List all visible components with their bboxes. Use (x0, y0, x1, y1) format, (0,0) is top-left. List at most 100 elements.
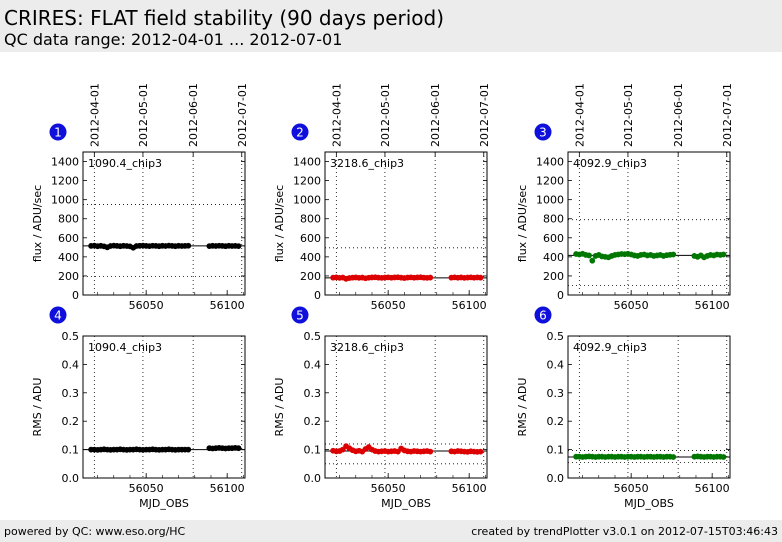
panel-5-ytick-label: 0.3 (304, 387, 322, 400)
panel-6-xlabel: MJD_OBS (624, 497, 674, 510)
panel-1-chip-label: 1090.4_chip3 (88, 157, 162, 170)
panel-5-xtick-label: 56100 (452, 482, 487, 495)
panel-4-frame (82, 335, 246, 479)
panel-1-number-label: 1 (54, 126, 62, 140)
panel-5-frame (324, 335, 488, 479)
panel-4-xlabel: MJD_OBS (139, 497, 189, 510)
panel-6-number-badge (534, 306, 552, 324)
panel-4-xtick-label: 56100 (210, 482, 245, 495)
panel-2-ytick-label: 0 (314, 289, 321, 302)
panel-5-data-point (477, 448, 484, 455)
panel-3-number-badge (534, 123, 552, 141)
panel-1-number-badge (49, 123, 67, 141)
panel-2-ytick-label: 1000 (293, 194, 321, 207)
panel-4-ytick-label: 0.1 (62, 444, 80, 457)
page-subtitle: QC data range: 2012-04-01 ... 2012-07-01 (4, 30, 343, 49)
panel-2-data-point (427, 274, 434, 281)
panel-6-ytick-label: 0.4 (547, 358, 565, 371)
panel-5-ytick-label: 0.4 (304, 358, 322, 371)
panel-3-frame (567, 151, 731, 296)
panel-4-data-point (235, 445, 242, 452)
report-footer: powered by QC: www.eso.org/HC created by… (0, 520, 782, 542)
panel-1-date-tick-label: 2012-05-01 (137, 83, 150, 147)
page-title: CRIRES: FLAT field stability (90 days pe… (4, 6, 445, 30)
panel-1-ytick-label: 1000 (51, 194, 79, 207)
panel-5-number-label: 5 (296, 309, 304, 323)
panel-5-ylabel: RMS / ADU (273, 378, 286, 437)
panel-2-date-tick-label: 2012-07-01 (478, 83, 491, 147)
panel-6-data-point (720, 454, 727, 460)
panel-2-ytick-label: 1400 (293, 156, 321, 169)
panel-3-ylabel: flux / ADU/sec (516, 185, 529, 262)
panel-1-date-tick-label: 2012-04-01 (88, 83, 101, 147)
panel-3-date-tick-label: 2012-07-01 (721, 83, 734, 147)
panel-3-ytick-label: 400 (543, 251, 564, 264)
panel-4-data-point (185, 446, 192, 453)
panel-1-xtick-label: 56100 (210, 299, 245, 312)
panel-5-data-point (427, 448, 434, 455)
panel-6-ytick-label: 0.5 (547, 330, 565, 343)
panel-4-ytick-label: 0.2 (62, 415, 80, 428)
panel-1-ytick-label: 200 (58, 270, 79, 283)
panel-4-ytick-label: 0.0 (62, 472, 80, 485)
panel-1-ytick-label: 0 (72, 289, 79, 302)
panel-5-number-badge (291, 306, 309, 324)
panel-4-chip-label: 1090.4_chip3 (88, 341, 162, 354)
panel-4-number-label: 4 (54, 309, 62, 323)
panel-2-ytick-label: 400 (300, 251, 321, 264)
panel-3-ytick-label: 1400 (536, 156, 564, 169)
panel-1-ytick-label: 600 (58, 232, 79, 245)
panel-3-xtick-label: 56050 (614, 299, 649, 312)
panel-5-ytick-label: 0.5 (304, 330, 322, 343)
panel-3-data-point (720, 251, 727, 258)
panel-1-ytick-label: 400 (58, 251, 79, 264)
panel-4-ytick-label: 0.4 (62, 358, 80, 371)
panel-6-xtick-label: 56100 (695, 482, 730, 495)
footer-generator: created by trendPlotter v3.0.1 on 2012-0… (471, 525, 778, 538)
panel-2-ytick-label: 800 (300, 213, 321, 226)
panel-2-xtick-label: 56100 (452, 299, 487, 312)
panel-5-xlabel: MJD_OBS (381, 497, 431, 510)
panel-3-date-tick-label: 2012-04-01 (573, 83, 586, 147)
panel-2-data-point (477, 274, 484, 281)
panel-3-xtick-label: 56100 (695, 299, 730, 312)
panel-6-number-label: 6 (539, 309, 547, 323)
panel-2-xtick-label: 56050 (371, 299, 406, 312)
panel-3-chip-label: 4092.9_chip3 (573, 157, 647, 170)
panel-3-ytick-label: 0 (557, 289, 564, 302)
panel-4-number-badge (49, 306, 67, 324)
panel-1-data-point (185, 242, 192, 249)
panel-2-chip-label: 3218.6_chip3 (330, 157, 404, 170)
panel-3-data-point (670, 251, 677, 258)
panel-6-chip-label: 4092.9_chip3 (573, 341, 647, 354)
panel-3-date-tick-label: 2012-05-01 (622, 83, 635, 147)
panel-2-date-tick-label: 2012-05-01 (379, 83, 392, 147)
panel-4-ytick-label: 0.5 (62, 330, 80, 343)
panel-6-ytick-label: 0.3 (547, 387, 565, 400)
panel-2-ytick-label: 1200 (293, 175, 321, 188)
panel-1-ylabel: flux / ADU/sec (31, 185, 44, 262)
panel-6-ytick-label: 0.1 (547, 444, 565, 457)
panel-4-ytick-label: 0.3 (62, 387, 80, 400)
panel-6-ytick-label: 0.2 (547, 415, 565, 428)
panel-6-ylabel: RMS / ADU (516, 378, 529, 437)
panel-4-xtick-label: 56050 (129, 482, 164, 495)
panel-1-date-tick-label: 2012-06-01 (187, 83, 200, 147)
panel-2-date-tick-label: 2012-04-01 (330, 83, 343, 147)
panel-3-date-tick-label: 2012-06-01 (672, 83, 685, 147)
panel-6-xtick-label: 56050 (614, 482, 649, 495)
panel-5-ytick-label: 0.2 (304, 415, 322, 428)
panel-3-data-point (586, 252, 592, 259)
panel-1-ytick-label: 800 (58, 213, 79, 226)
panel-3-ytick-label: 600 (543, 232, 564, 245)
panel-1-frame (82, 151, 246, 296)
panel-5-chip-label: 3218.6_chip3 (330, 341, 404, 354)
panel-6-ytick-label: 0.0 (547, 472, 565, 485)
panel-1-ytick-label: 1400 (51, 156, 79, 169)
footer-credit: powered by QC: www.eso.org/HC (4, 525, 186, 538)
panel-2-ytick-label: 600 (300, 232, 321, 245)
panel-3-ytick-label: 1000 (536, 194, 564, 207)
panel-3-ytick-label: 800 (543, 213, 564, 226)
panel-1-ytick-label: 1200 (51, 175, 79, 188)
